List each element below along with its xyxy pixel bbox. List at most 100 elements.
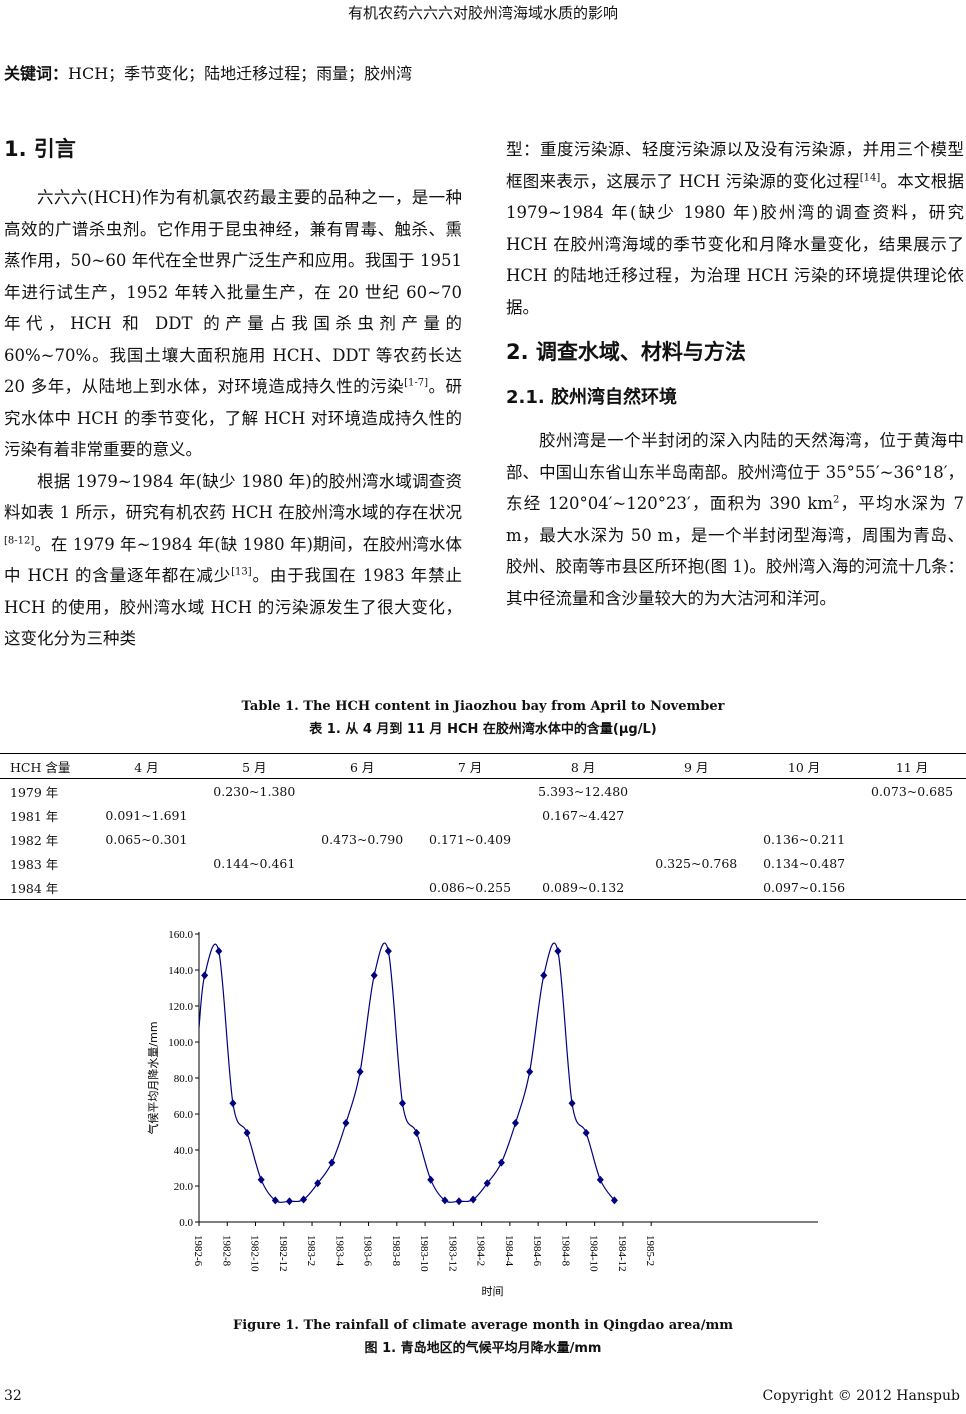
column-header: 7 月 — [457, 759, 483, 775]
column-header: 5 月 — [242, 759, 267, 775]
data-point — [540, 971, 548, 980]
table-cell: 0.089~0.132 — [542, 879, 625, 895]
y-tick-label: 0.0 — [179, 1217, 193, 1229]
x-tick-label: 1984-12 — [616, 1235, 628, 1272]
citation: [14] — [859, 172, 881, 183]
x-tick-label: 1983-8 — [390, 1235, 402, 1267]
column-header: 4 月 — [134, 759, 159, 775]
table-cell: 0.097~0.156 — [763, 879, 846, 895]
y-axis-label: 气候平均月降水量/mm — [146, 1021, 160, 1134]
table-row: 1983 年 0.144~0.461 0.325~0.768 0.134~0.487 — [0, 851, 966, 875]
table-cell — [858, 827, 966, 851]
x-tick-label: 1985-2 — [644, 1235, 656, 1266]
column-header: HCH 含量 — [10, 759, 71, 775]
data-point — [328, 1158, 336, 1167]
y-tick-label: 80.0 — [174, 1073, 194, 1085]
column-header: 10 月 — [787, 759, 821, 775]
x-tick-label: 1982-8 — [220, 1235, 232, 1267]
x-tick-label: 1983-4 — [333, 1235, 345, 1267]
table-cell — [750, 779, 858, 804]
data-point — [384, 947, 392, 956]
table-cell: 0.086~0.255 — [429, 879, 512, 895]
table-cell: 1983 年 — [10, 856, 59, 872]
rainfall-chart: 0.0 20.0 40.0 60.0 80.0 100.0 120.0 140.0 160.0 1… — [146, 929, 818, 1298]
x-tick-label: 1983-12 — [446, 1235, 458, 1272]
data-point — [215, 947, 223, 956]
data-point — [201, 971, 209, 980]
table-cell — [92, 779, 200, 804]
data-point — [582, 1128, 590, 1137]
copyright: Copyright © 2012 Hanspub — [762, 1388, 960, 1404]
citation: [8-12] — [4, 535, 35, 546]
table-cell — [92, 875, 200, 900]
table-caption-en: Table 1. The HCH content in Jiaozhou bay… — [241, 699, 725, 714]
citation: [1-7] — [404, 377, 429, 389]
table-cell — [92, 851, 200, 875]
section-1-title: 1. 引言 — [4, 137, 76, 161]
hch-table: HCH 含量 4 月 5 月 6 月 7 月 8 月 9 月 10 月 11 月 1979 年 0… — [0, 753, 966, 900]
data-point — [271, 1196, 279, 1205]
data-point — [398, 1099, 406, 1108]
x-tick-label: 1982-10 — [249, 1235, 261, 1272]
y-tick-label: 20.0 — [174, 1181, 194, 1193]
table-cell — [642, 827, 750, 851]
running-header: 有机农药六六六对胶州湾海域水质的影响 — [347, 4, 618, 22]
keywords: 关键词：HCH；季节变化；陆地迁移过程；雨量；胶州湾 — [4, 60, 412, 84]
y-tick-label: 100.0 — [168, 1037, 193, 1049]
table-row: 1979 年 0.230~1.380 5.393~12.480 0.073~0.685 — [0, 779, 966, 804]
table-cell: 0.136~0.211 — [763, 831, 846, 847]
table-cell: 0.167~4.427 — [542, 807, 625, 823]
table-cell — [416, 779, 524, 804]
table-cell: 0.134~0.487 — [763, 855, 846, 871]
column-header: 9 月 — [684, 759, 709, 775]
page-number: 32 — [4, 1388, 22, 1404]
data-point — [285, 1197, 293, 1206]
table-cell — [200, 803, 308, 827]
data-point — [229, 1099, 237, 1108]
table-cell: 1979 年 — [10, 784, 59, 800]
table-cell — [308, 803, 416, 827]
subsection-2-1-title: 2.1. 胶州湾自然环境 — [506, 387, 677, 408]
table-row: 1984 年 0.086~0.255 0.089~0.132 0.097~0.156 — [0, 875, 966, 900]
column-header: 6 月 — [349, 759, 375, 775]
paragraph: 型：重度污染源、轻度污染源以及没有污染源，并用三个模型框图来表示，这展示了 HC… — [506, 140, 964, 317]
data-point — [441, 1196, 449, 1205]
data-point — [257, 1175, 265, 1184]
table-cell — [200, 875, 308, 900]
data-point — [596, 1175, 604, 1184]
figure-caption-en: Figure 1. The rainfall of climate averag… — [233, 1318, 733, 1333]
data-point — [370, 971, 378, 980]
table-cell — [642, 779, 750, 804]
data-point — [497, 1158, 505, 1167]
table-cell: 0.171~0.409 — [429, 831, 512, 847]
data-point — [342, 1119, 350, 1127]
table-cell — [642, 803, 750, 827]
data-point — [300, 1195, 308, 1204]
x-tick-label: 1983-2 — [305, 1235, 317, 1266]
table-cell: 5.393~12.480 — [538, 783, 629, 799]
table-row: 1982 年 0.065~0.301 0.473~0.790 0.171~0.409 0… — [0, 827, 966, 851]
table-cell: 1981 年 — [10, 808, 59, 824]
table-cell — [524, 827, 642, 851]
table-cell — [416, 803, 524, 827]
citation: [13] — [231, 566, 252, 578]
paragraph: 胶州湾是一个半封闭的深入内陆的天然海湾，位于黄海中部、中国山东省山东半岛南部。胶… — [506, 431, 965, 608]
x-tick-label: 1983-6 — [362, 1235, 374, 1267]
table-cell — [858, 851, 966, 875]
data-point — [526, 1067, 534, 1076]
table-cell — [308, 779, 416, 804]
table-caption-zh: 表 1. 从 4 月到 11 月 HCH 在胶州湾水体中的含量(μg/L) — [309, 722, 657, 737]
data-point — [356, 1067, 364, 1076]
table-cell: 0.230~1.380 — [213, 783, 296, 799]
table-cell: 0.325~0.768 — [655, 855, 738, 871]
figure-caption-zh: 图 1. 青岛地区的气候平均月降水量/mm — [364, 1341, 602, 1356]
x-tick-label: 1984-2 — [475, 1235, 487, 1266]
rainfall-line — [198, 942, 615, 1203]
table-cell — [200, 827, 308, 851]
table-cell — [308, 875, 416, 900]
table-cell: 1982 年 — [10, 832, 59, 848]
x-axis-label: 时间 — [482, 1285, 504, 1298]
table-cell — [750, 803, 858, 827]
table-cell — [642, 875, 750, 900]
table-cell: 1984 年 — [10, 880, 59, 896]
